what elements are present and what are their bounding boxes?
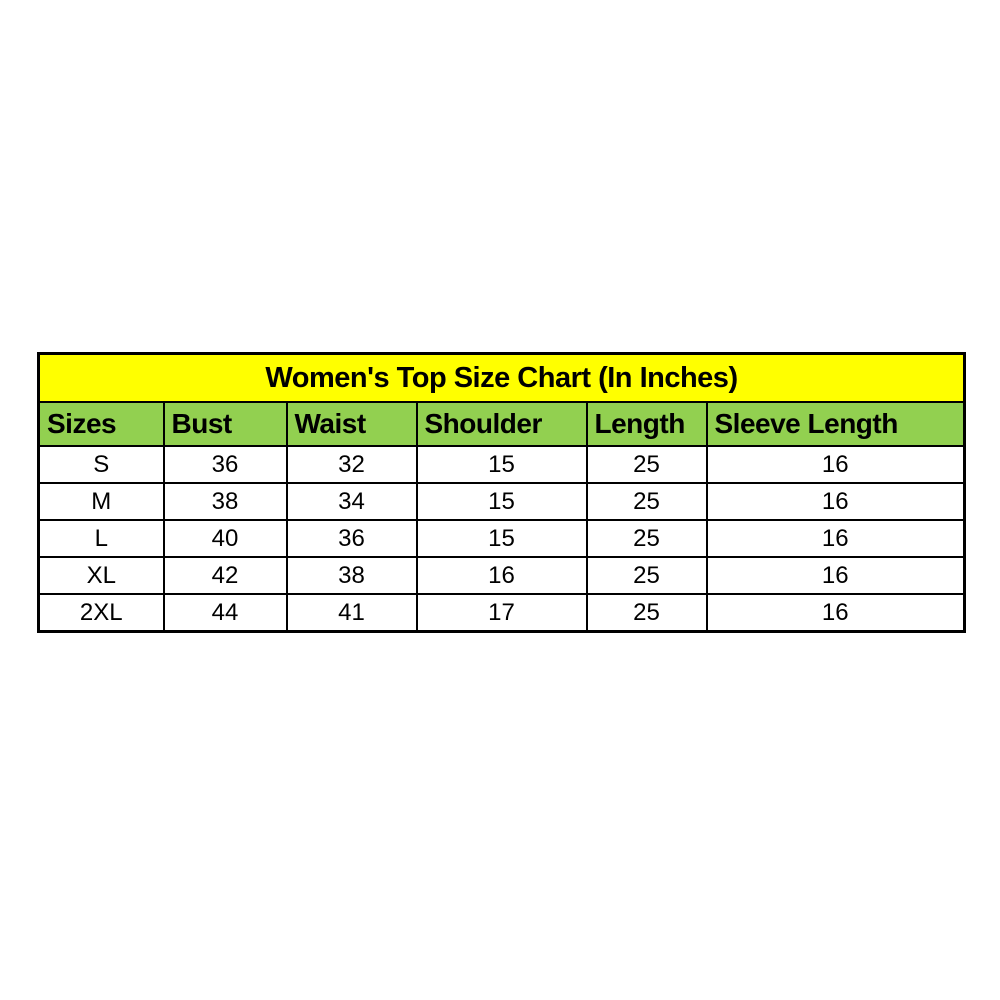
size-label-cell: S: [37, 445, 165, 484]
table-cell-sleeve-length: 16: [705, 519, 966, 558]
table-row-xl: XL 42 38 16 25 16: [37, 556, 966, 595]
size-chart-table: Women's Top Size Chart (In Inches) Sizes…: [37, 352, 966, 633]
table-cell-shoulder: 16: [415, 556, 588, 595]
table-cell-shoulder: 15: [415, 519, 588, 558]
table-row-s: S 36 32 15 25 16: [37, 445, 966, 484]
table-row-l: L 40 36 15 25 16: [37, 519, 966, 558]
column-header-sleeve-length: Sleeve Length: [705, 401, 966, 447]
table-cell-bust: 42: [162, 556, 288, 595]
table-cell-sleeve-length: 16: [705, 593, 966, 633]
table-cell-waist: 38: [285, 556, 418, 595]
size-label-cell: M: [37, 482, 165, 521]
table-cell-sleeve-length: 16: [705, 556, 966, 595]
column-header-shoulder: Shoulder: [415, 401, 588, 447]
table-cell-shoulder: 15: [415, 445, 588, 484]
table-cell-length: 25: [585, 556, 708, 595]
column-header-bust: Bust: [162, 401, 288, 447]
table-row-2xl: 2XL 44 41 17 25 16: [37, 593, 966, 633]
table-cell-length: 25: [585, 482, 708, 521]
table-cell-waist: 34: [285, 482, 418, 521]
size-label-cell: 2XL: [37, 593, 165, 633]
table-header-row: Sizes Bust Waist Shoulder Length Sleeve …: [37, 401, 966, 447]
table-cell-length: 25: [585, 445, 708, 484]
table-cell-sleeve-length: 16: [705, 445, 966, 484]
column-header-sizes: Sizes: [37, 401, 165, 447]
table-cell-shoulder: 15: [415, 482, 588, 521]
table-title: Women's Top Size Chart (In Inches): [37, 352, 966, 403]
table-cell-bust: 38: [162, 482, 288, 521]
table-title-row: Women's Top Size Chart (In Inches): [37, 352, 966, 403]
table-cell-sleeve-length: 16: [705, 482, 966, 521]
table-cell-waist: 36: [285, 519, 418, 558]
column-header-waist: Waist: [285, 401, 418, 447]
table-cell-waist: 41: [285, 593, 418, 633]
size-label-cell: XL: [37, 556, 165, 595]
table-cell-bust: 40: [162, 519, 288, 558]
table-cell-waist: 32: [285, 445, 418, 484]
table-cell-bust: 36: [162, 445, 288, 484]
table-cell-shoulder: 17: [415, 593, 588, 633]
column-header-length: Length: [585, 401, 708, 447]
table-cell-bust: 44: [162, 593, 288, 633]
table-cell-length: 25: [585, 519, 708, 558]
table-cell-length: 25: [585, 593, 708, 633]
table-row-m: M 38 34 15 25 16: [37, 482, 966, 521]
size-label-cell: L: [37, 519, 165, 558]
